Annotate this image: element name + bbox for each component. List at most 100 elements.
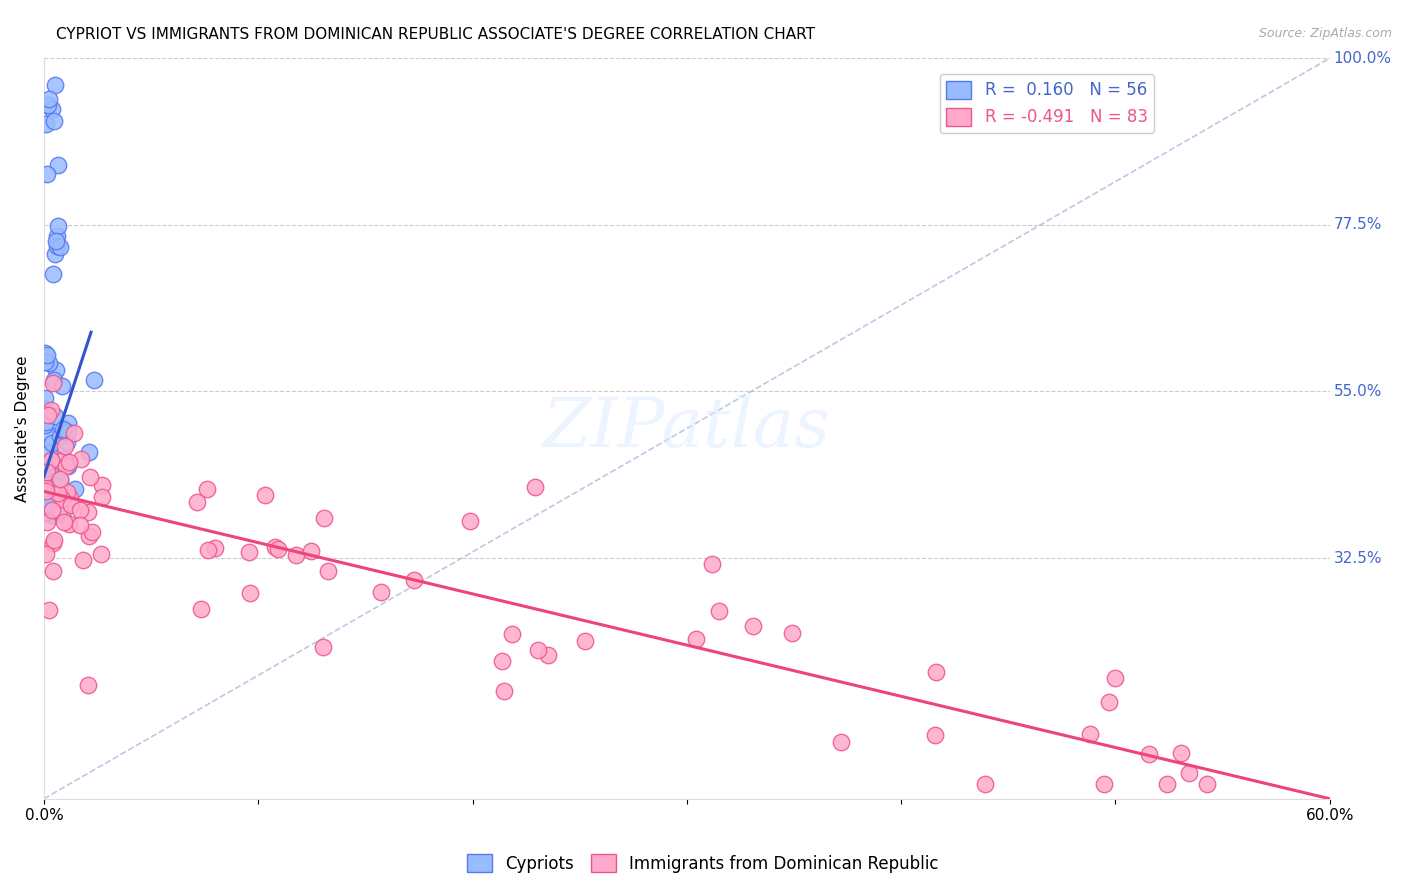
Point	[51, 507, 73, 521]
Point	[35, 167, 58, 181]
Point	[79, 444, 101, 458]
Point	[91, 478, 114, 492]
Point	[253, 488, 276, 502]
Point	[402, 573, 425, 587]
Point	[35, 481, 58, 495]
Point	[37, 497, 59, 511]
Point	[56, 458, 79, 473]
Point	[38, 446, 60, 460]
Point	[69, 517, 91, 532]
Point	[37, 408, 59, 422]
Point	[46, 228, 69, 243]
Point	[34, 345, 56, 359]
Point	[56, 435, 79, 450]
Point	[537, 648, 560, 663]
Point	[65, 482, 87, 496]
Point	[37, 478, 59, 492]
Point	[34, 355, 56, 369]
Point	[34, 489, 56, 503]
Text: 32.5%: 32.5%	[1333, 550, 1382, 566]
Point	[58, 455, 80, 469]
Point	[38, 603, 60, 617]
Point	[1104, 671, 1126, 685]
Point	[49, 239, 72, 253]
Point	[1078, 727, 1101, 741]
Point	[41, 436, 63, 450]
Point	[58, 516, 80, 531]
Point	[44, 247, 66, 261]
Point	[69, 502, 91, 516]
Point	[51, 379, 73, 393]
Point	[34, 402, 56, 417]
Point	[780, 626, 803, 640]
Point	[44, 462, 66, 476]
Point	[35, 515, 58, 529]
Point	[299, 544, 322, 558]
Point	[35, 349, 58, 363]
Point	[77, 529, 100, 543]
Point	[34, 417, 56, 432]
Point	[685, 632, 707, 646]
Point	[238, 545, 260, 559]
Point	[42, 376, 65, 390]
Point	[42, 533, 65, 547]
Point	[35, 415, 58, 429]
Point	[1092, 777, 1115, 791]
Point	[53, 515, 76, 529]
Point	[45, 362, 67, 376]
Point	[239, 586, 262, 600]
Point	[523, 480, 546, 494]
Point	[55, 458, 77, 473]
Point	[925, 665, 948, 680]
Point	[38, 91, 60, 105]
Point	[56, 485, 79, 500]
Point	[49, 428, 72, 442]
Point	[284, 548, 307, 562]
Point	[35, 547, 58, 561]
Point	[41, 508, 63, 523]
Point	[91, 490, 114, 504]
Text: 77.5%: 77.5%	[1333, 218, 1382, 232]
Point	[204, 541, 226, 555]
Point	[72, 553, 94, 567]
Point	[924, 727, 946, 741]
Point	[76, 505, 98, 519]
Text: CYPRIOT VS IMMIGRANTS FROM DOMINICAN REPUBLIC ASSOCIATE'S DEGREE CORRELATION CHA: CYPRIOT VS IMMIGRANTS FROM DOMINICAN REP…	[56, 27, 815, 42]
Text: 100.0%: 100.0%	[1333, 51, 1392, 66]
Point	[52, 452, 75, 467]
Point	[49, 473, 72, 487]
Point	[53, 439, 76, 453]
Legend: Cypriots, Immigrants from Dominican Republic: Cypriots, Immigrants from Dominican Repu…	[461, 847, 945, 880]
Point	[48, 158, 70, 172]
Point	[702, 557, 724, 571]
Point	[90, 547, 112, 561]
Point	[62, 425, 84, 440]
Point	[501, 627, 523, 641]
Point	[44, 373, 66, 387]
Point	[83, 372, 105, 386]
Point	[197, 542, 219, 557]
Point	[460, 514, 482, 528]
Point	[37, 98, 59, 112]
Point	[58, 425, 80, 440]
Point	[51, 491, 73, 506]
Point	[38, 454, 60, 468]
Point	[1177, 766, 1199, 780]
Point	[69, 451, 91, 466]
Point	[34, 498, 56, 512]
Point	[39, 429, 62, 443]
Point	[267, 542, 290, 557]
Point	[59, 491, 82, 506]
Point	[79, 470, 101, 484]
Point	[527, 642, 550, 657]
Legend: R =  0.160   N = 56, R = -0.491   N = 83: R = 0.160 N = 56, R = -0.491 N = 83	[939, 74, 1154, 133]
Point	[52, 424, 75, 438]
Point	[38, 356, 60, 370]
Point	[59, 498, 82, 512]
Point	[316, 565, 339, 579]
Point	[264, 540, 287, 554]
Point	[42, 267, 65, 281]
Point	[42, 458, 65, 472]
Point	[34, 505, 56, 519]
Point	[52, 422, 75, 436]
